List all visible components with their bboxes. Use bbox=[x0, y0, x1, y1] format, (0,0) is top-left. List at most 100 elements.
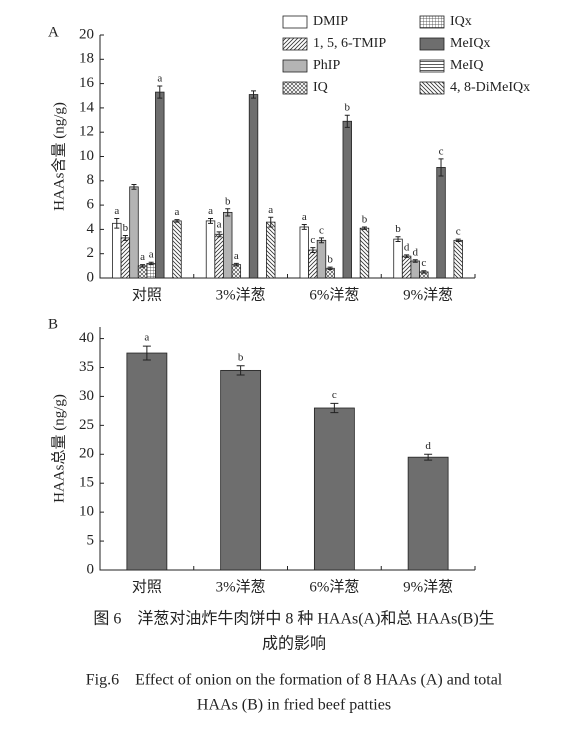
y-tick-label: 25 bbox=[79, 417, 94, 433]
data-label: a bbox=[234, 250, 239, 262]
y-tick-label: 2 bbox=[87, 245, 95, 261]
bar bbox=[146, 263, 156, 279]
panel-label: A bbox=[48, 24, 59, 40]
data-label: a bbox=[149, 249, 154, 261]
data-label: c bbox=[319, 224, 324, 236]
error-bar bbox=[318, 237, 324, 244]
bar bbox=[393, 238, 403, 279]
error-bar bbox=[310, 247, 316, 253]
caption-line: 成的影响 bbox=[262, 635, 326, 653]
bar bbox=[299, 226, 309, 279]
y-tick-label: 6 bbox=[87, 197, 95, 213]
bar bbox=[248, 94, 259, 279]
error-bar bbox=[268, 216, 274, 228]
bar bbox=[453, 239, 463, 279]
bar bbox=[155, 91, 165, 279]
bar bbox=[313, 407, 355, 571]
x-tick-label: 对照 bbox=[132, 578, 162, 595]
data-label: a bbox=[144, 332, 149, 344]
y-tick-label: 30 bbox=[79, 388, 94, 404]
data-label: a bbox=[208, 205, 213, 217]
legend-label: MeIQ bbox=[450, 58, 483, 73]
legend-swatch bbox=[282, 81, 308, 95]
x-tick-label: 6%洋葱 bbox=[309, 286, 359, 303]
data-label: b bbox=[225, 195, 231, 207]
y-tick-label: 10 bbox=[79, 504, 94, 520]
y-tick-label: 0 bbox=[87, 561, 95, 577]
bar bbox=[172, 220, 182, 279]
data-label: b bbox=[327, 254, 333, 266]
data-label: b bbox=[238, 351, 244, 363]
bar bbox=[342, 120, 352, 279]
legend-label: 4, 8-DiMeIQx bbox=[450, 80, 530, 95]
error-bar bbox=[412, 259, 418, 263]
data-label: c bbox=[310, 234, 315, 246]
error-bar bbox=[395, 236, 401, 243]
caption-line: HAAs (B) in fried beef patties bbox=[197, 697, 391, 714]
error-bar bbox=[157, 85, 163, 99]
data-label: c bbox=[456, 226, 461, 238]
data-label: d bbox=[404, 241, 410, 253]
error-bar bbox=[404, 254, 410, 258]
y-axis-title: HAAs含量 (ng/g) bbox=[50, 102, 67, 211]
data-label: a bbox=[302, 211, 307, 223]
x-tick-label: 3%洋葱 bbox=[216, 578, 266, 595]
error-bar bbox=[122, 234, 128, 241]
legend-swatch bbox=[419, 81, 445, 95]
y-tick-label: 20 bbox=[79, 446, 94, 462]
error-bar bbox=[208, 217, 214, 224]
error-bar bbox=[174, 219, 180, 223]
error-bar bbox=[140, 264, 146, 268]
y-tick-label: 5 bbox=[87, 533, 95, 549]
bar bbox=[359, 227, 370, 279]
caption-line: 图 6 洋葱对油炸牛肉饼中 8 种 HAAs(A)和总 HAAs(B)生 bbox=[93, 610, 494, 628]
error-bar bbox=[148, 261, 154, 266]
error-bar bbox=[251, 90, 257, 99]
bar bbox=[205, 220, 216, 279]
data-label: b bbox=[123, 222, 129, 234]
y-tick-label: 0 bbox=[87, 269, 95, 285]
error-bar bbox=[142, 345, 151, 361]
data-label: d bbox=[412, 246, 418, 258]
bar bbox=[120, 237, 131, 279]
legend-swatch bbox=[282, 37, 308, 51]
legend-label: 1, 5, 6-TMIP bbox=[313, 36, 386, 51]
error-bar bbox=[327, 266, 333, 270]
bar bbox=[223, 211, 233, 279]
bar bbox=[401, 255, 412, 279]
legend-label: IQx bbox=[450, 14, 472, 29]
bar bbox=[129, 186, 139, 279]
y-tick-label: 35 bbox=[79, 359, 94, 375]
error-bar bbox=[216, 231, 222, 238]
error-bar bbox=[438, 158, 444, 177]
y-tick-label: 18 bbox=[79, 51, 94, 67]
error-bar bbox=[131, 183, 137, 190]
y-tick-label: 8 bbox=[87, 172, 95, 188]
legend-swatch bbox=[419, 59, 445, 73]
data-label: a bbox=[217, 218, 222, 230]
error-bar bbox=[114, 217, 120, 229]
data-label: a bbox=[175, 206, 180, 218]
error-bar bbox=[361, 226, 367, 230]
error-bar bbox=[421, 270, 427, 274]
data-label: c bbox=[332, 389, 337, 401]
data-label: d bbox=[425, 440, 431, 452]
y-tick-label: 20 bbox=[79, 26, 94, 42]
legend-label: MeIQx bbox=[450, 36, 490, 51]
bar bbox=[137, 265, 148, 279]
bar bbox=[410, 260, 420, 279]
bar bbox=[266, 221, 276, 279]
bar bbox=[308, 249, 318, 279]
legend-swatch bbox=[282, 59, 308, 73]
bar bbox=[316, 239, 327, 279]
bar bbox=[214, 233, 224, 279]
x-tick-label: 9%洋葱 bbox=[403, 578, 453, 595]
x-tick-label: 3%洋葱 bbox=[216, 286, 266, 303]
bar bbox=[112, 222, 122, 279]
data-label: a bbox=[140, 251, 145, 263]
bar bbox=[126, 352, 168, 571]
x-tick-label: 9%洋葱 bbox=[403, 286, 453, 303]
legend-swatch bbox=[282, 15, 308, 29]
error-bar bbox=[233, 262, 239, 267]
